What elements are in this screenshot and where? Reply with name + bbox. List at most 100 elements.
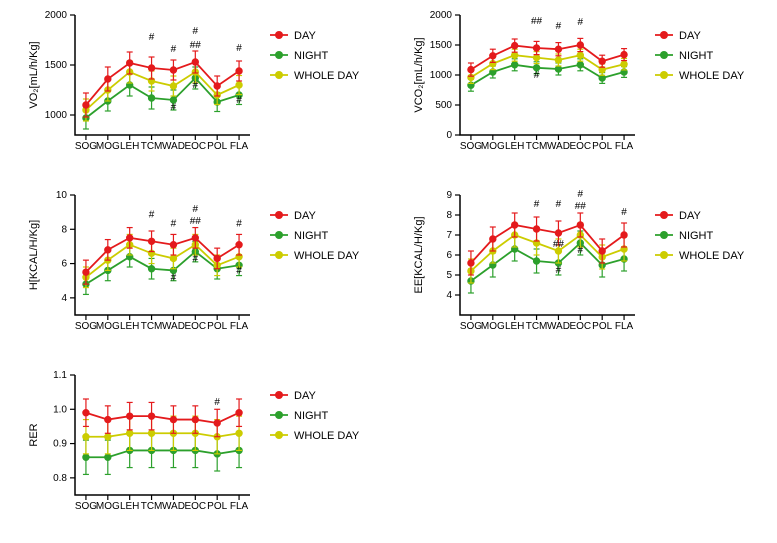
y-axis-label: VO₂[mL/h/Kg] [28,41,40,108]
panel-vco2: 0500100015002000SOGMOGLEHTCMWADEOCPOLFLA… [405,5,775,175]
legend-label: NIGHT [294,50,329,62]
xcat-label: SOG [460,321,482,332]
series-marker [621,61,627,67]
series-marker [126,413,132,419]
series-marker [621,51,627,57]
legend-marker [275,231,283,239]
panel-rer: 0.80.91.01.1SOGMOGLEHTCMWADEOCPOLFLARER#… [20,365,390,535]
series-marker [170,83,176,89]
xcat-label: TCM [141,501,163,512]
legend-label: WHOLE DAY [294,430,360,442]
legend-label: DAY [294,390,316,402]
ytick-label: 1000 [45,110,68,121]
y-axis-label: H[KCAL/H/Kg] [28,220,40,290]
significance-marker: # [149,32,155,43]
legend: DAYNIGHTWHOLE DAY [655,30,745,82]
series-marker [511,52,517,58]
figure: 100015002000SOGMOGLEHTCMWADEOCPOLFLAVO₂[… [0,0,777,543]
xcat-label: WAD [162,141,185,152]
significance-marker: # [578,189,584,200]
xcat-label: FLA [230,321,249,332]
series-marker [490,53,496,59]
significance-marker: # [171,272,177,283]
xcat-label: TCM [526,141,548,152]
legend-marker [275,71,283,79]
ytick-label: 4 [446,290,452,301]
significance-marker: # [556,265,562,276]
ytick-label: 9 [446,190,452,201]
series-marker [533,54,539,60]
xcat-label: WAD [162,321,185,332]
legend-label: WHOLE DAY [679,70,745,82]
series-marker [148,266,154,272]
series-marker [148,95,154,101]
series-marker [192,416,198,422]
series-marker [126,430,132,436]
series-marker [83,102,89,108]
series-marker [214,420,220,426]
ytick-label: 8 [446,210,452,221]
ytick-label: 5 [446,270,452,281]
legend-label: NIGHT [679,230,714,242]
legend-marker [660,51,668,59]
series-marker [236,242,242,248]
significance-marker: # [193,80,199,91]
xcat-label: WAD [162,501,185,512]
series-marker [148,430,154,436]
series-marker [468,66,474,72]
significance-marker: # [236,219,242,230]
ytick-label: 6 [61,259,67,270]
legend: DAYNIGHTWHOLE DAY [270,390,360,442]
xcat-label: EOC [569,321,591,332]
xcat-label: EOC [569,141,591,152]
ytick-label: 0.9 [53,439,67,450]
series-marker [83,454,89,460]
legend-label: NIGHT [679,50,714,62]
legend-label: WHOLE DAY [294,70,360,82]
xcat-label: FLA [615,321,634,332]
ytick-label: 1000 [430,70,453,81]
series-marker [468,260,474,266]
xcat-label: SOG [460,141,482,152]
xcat-label: TCM [526,321,548,332]
xcat-label: SOG [75,501,97,512]
panel-ee: 456789SOGMOGLEHTCMWADEOCPOLFLAEE[KCAL/H/… [405,185,775,355]
y-axis-label: RER [28,423,40,446]
series-marker [511,222,517,228]
significance-marker: # [214,397,220,408]
series-marker [192,59,198,65]
series-marker [577,52,583,58]
series-marker [192,235,198,241]
series-marker [170,255,176,261]
legend-marker [660,71,668,79]
series-marker [533,258,539,264]
legend-marker [275,251,283,259]
series-marker [148,65,154,71]
panel-vo2: 100015002000SOGMOGLEHTCMWADEOCPOLFLAVO₂[… [20,5,390,175]
significance-marker: # [534,199,540,210]
series-marker [83,269,89,275]
series-marker [490,236,496,242]
xcat-label: POL [592,141,612,152]
xcat-label: MOG [96,321,120,332]
series-marker [577,42,583,48]
xcat-label: LEH [120,141,139,152]
y-axis-label: EE[KCAL/H/Kg] [413,216,425,293]
xcat-label: TCM [141,321,163,332]
xcat-label: LEH [505,321,524,332]
ytick-label: 1.1 [53,370,67,381]
legend-label: DAY [294,210,316,222]
xcat-label: SOG [75,321,97,332]
xcat-label: MOG [96,501,120,512]
significance-marker: # [171,102,177,113]
significance-marker: # [171,219,177,230]
y-axis-label: VCO₂[mL/h/Kg] [413,37,425,112]
ytick-label: 2000 [45,10,68,21]
xcat-label: EOC [184,321,206,332]
legend-marker [275,211,283,219]
ytick-label: 10 [56,190,68,201]
ytick-label: 6 [446,250,452,261]
series-marker [148,238,154,244]
ytick-label: 0 [446,130,452,141]
xcat-label: FLA [615,141,634,152]
